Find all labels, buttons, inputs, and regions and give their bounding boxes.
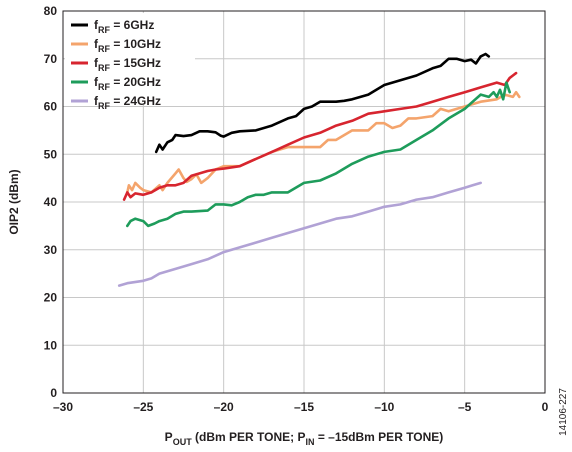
series-lines: [117, 52, 521, 287]
x-axis-title: POUT (dBm PER TONE; PIN = –15dBm PER TON…: [165, 430, 444, 447]
y-tick-label: 0: [50, 386, 57, 400]
y-axis-title: OIP2 (dBm): [7, 169, 21, 234]
legend-entry: fRF = 10GHz: [94, 37, 161, 54]
y-tick-label: 10: [44, 338, 58, 352]
legend-entry: fRF = 24GHz: [94, 94, 161, 111]
legend-entry: fRF = 6GHz: [94, 18, 154, 35]
series-line-4: [126, 81, 511, 228]
x-tick-label: –25: [133, 400, 153, 414]
y-tick-label: 20: [44, 291, 58, 305]
y-tick-labels: 0 10 20 30 40 50 60 70 80: [44, 4, 58, 400]
legend-entry: fRF = 15GHz: [94, 56, 161, 73]
x-tick-label: –20: [214, 400, 234, 414]
y-tick-label: 60: [44, 100, 58, 114]
plot-frame: [62, 10, 546, 394]
series-line-3: [122, 71, 518, 201]
y-tick-label: 70: [44, 52, 58, 66]
x-tick-labels: –30 –25 –20 –15 –10 –5 0: [53, 400, 549, 414]
y-tick-label: 30: [44, 243, 58, 257]
legend-background: [65, 13, 195, 105]
x-tick-label: –15: [294, 400, 314, 414]
x-tick-label: 0: [542, 400, 549, 414]
y-tick-label: 40: [44, 195, 58, 209]
x-tick-label: –10: [374, 400, 394, 414]
y-tick-label: 80: [44, 4, 58, 18]
x-tick-label: –5: [458, 400, 472, 414]
y-tick-label: 50: [44, 147, 58, 161]
legend: fRF = 6GHz fRF = 10GHz fRF = 15GHz fRF = 20…: [65, 13, 195, 111]
series-line-5: [117, 181, 482, 287]
series-line-2: [126, 90, 521, 194]
x-tick-label: –30: [53, 400, 73, 414]
series-line-1: [154, 52, 491, 154]
legend-entry: fRF = 20GHz: [94, 75, 161, 92]
figure-id-label: 14106-227: [558, 388, 569, 436]
